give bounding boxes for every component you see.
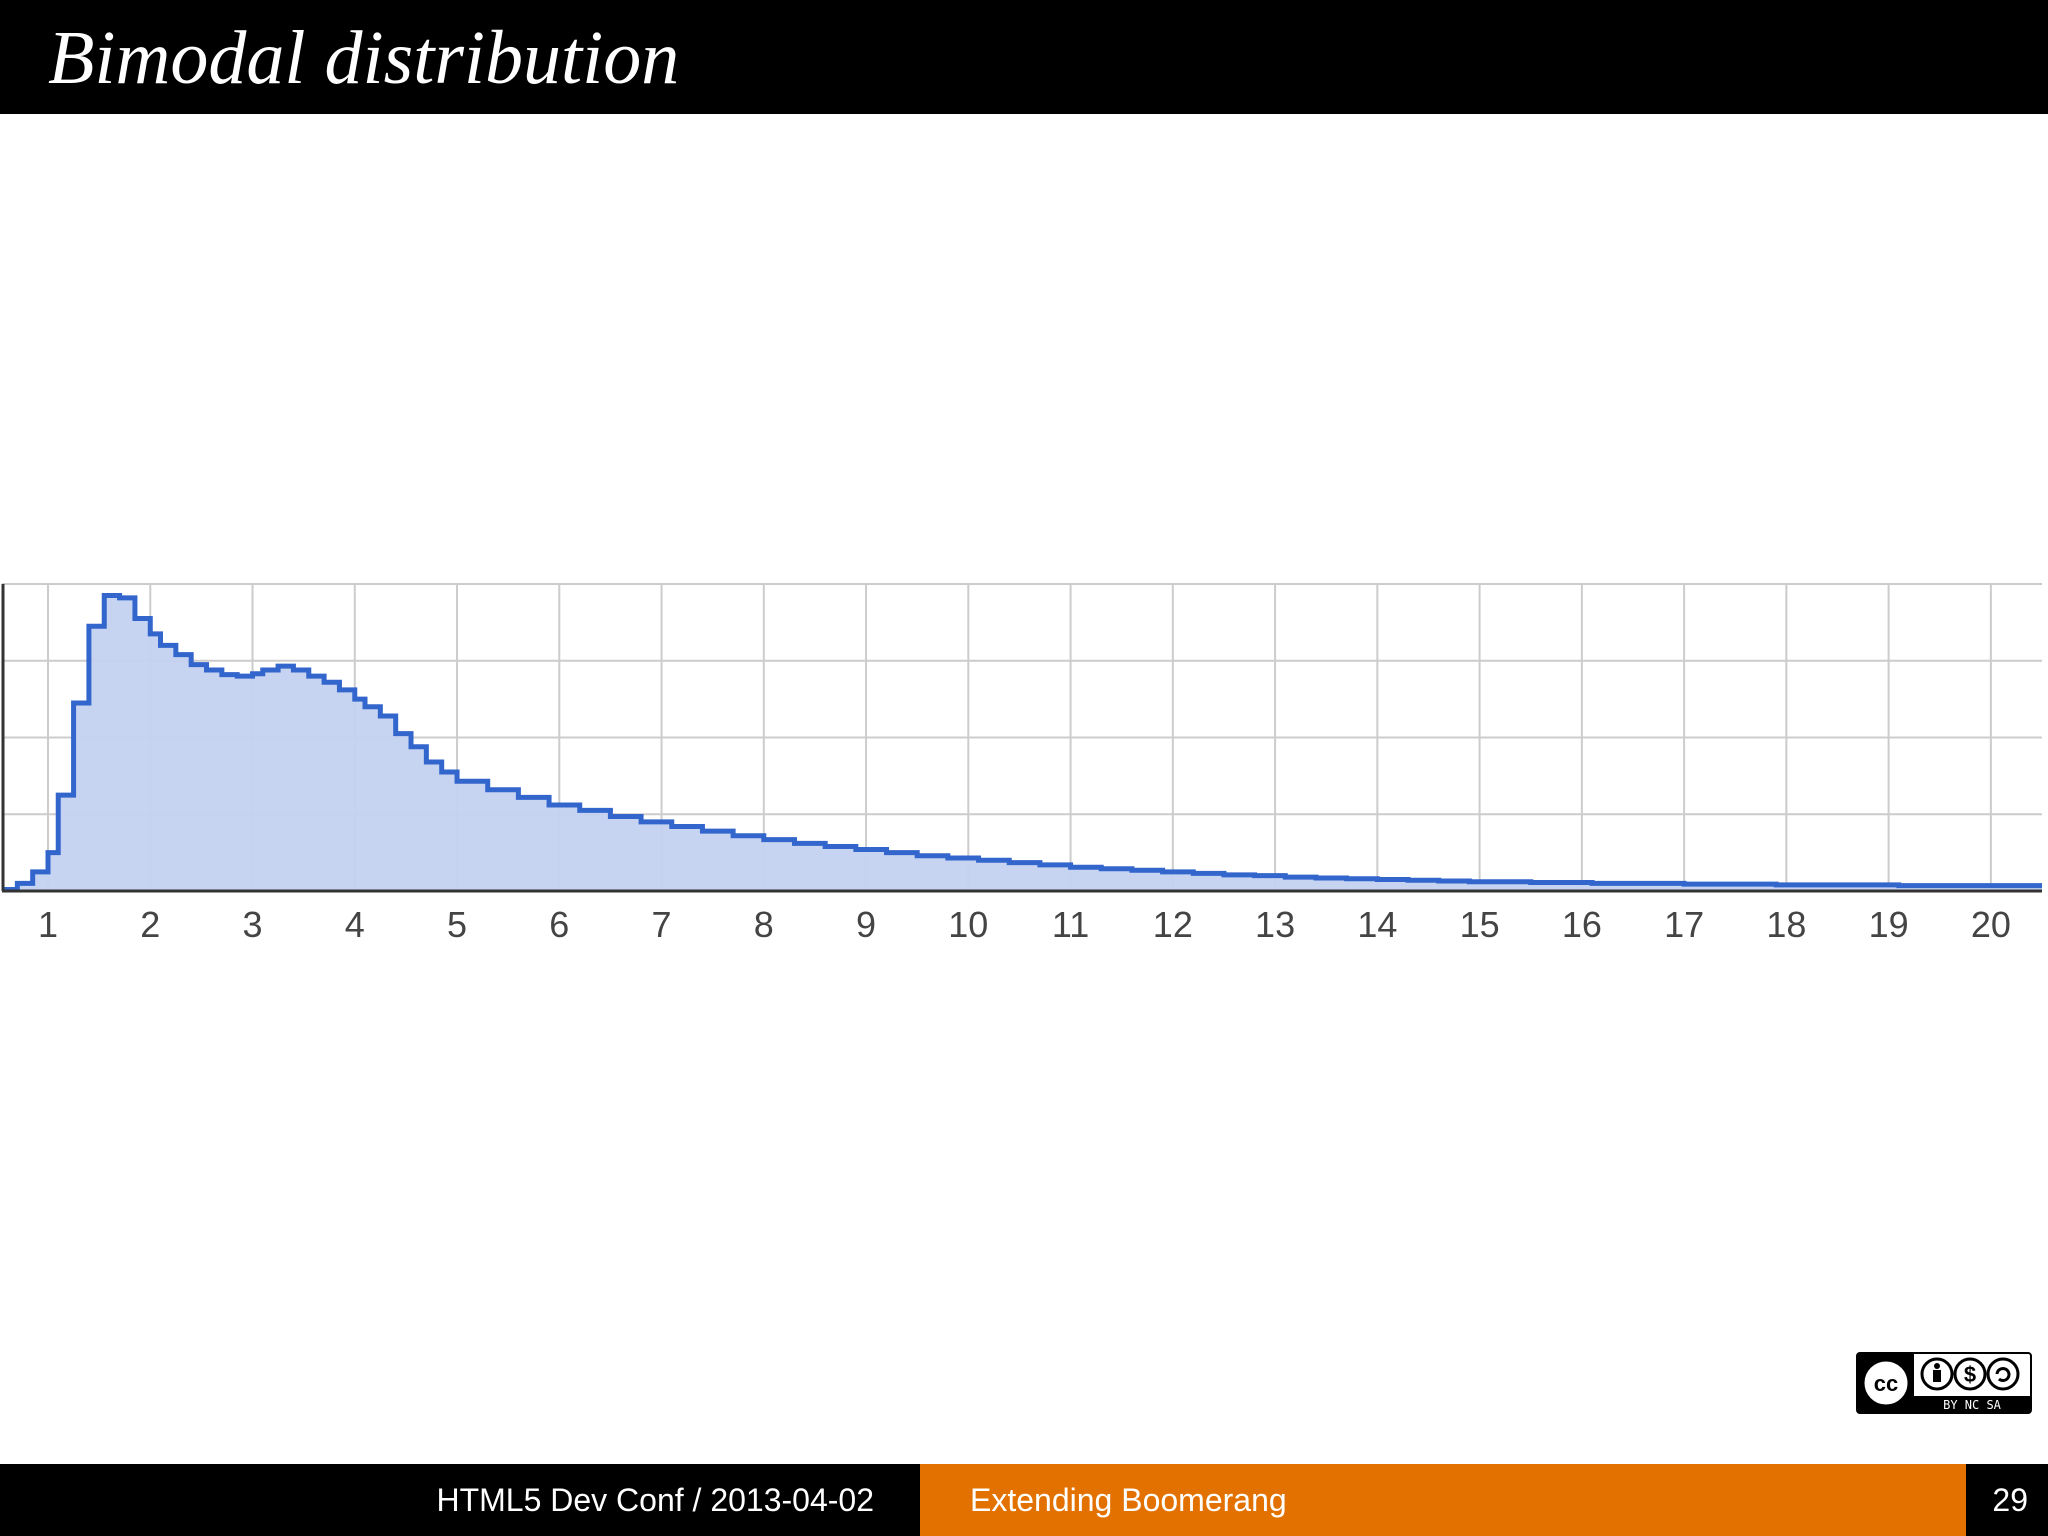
slide-title: Bimodal distribution xyxy=(48,16,680,100)
histogram-chart: 1 2 3 4 5 6 7 8 9 10 11 12 13 14 15 16 17 18 19 20 xyxy=(1,583,2042,945)
license-text: BY NC SA xyxy=(1943,1398,2002,1412)
x-tick-label: 3 xyxy=(243,904,263,945)
footer-left-section: HTML5 Dev Conf / 2013-04-02 xyxy=(0,1464,920,1536)
x-tick-label: 9 xyxy=(856,904,876,945)
x-tick-label: 20 xyxy=(1971,904,2011,945)
series-area xyxy=(2,595,2042,891)
x-tick-label: 5 xyxy=(447,904,467,945)
footer-middle-section: Extending Boomerang xyxy=(920,1464,1966,1536)
svg-text:$: $ xyxy=(1964,1362,1976,1387)
x-tick-label: 7 xyxy=(652,904,672,945)
x-tick-label: 6 xyxy=(549,904,569,945)
footer-right-section: 29 xyxy=(1966,1464,2048,1536)
svg-text:cc: cc xyxy=(1874,1371,1898,1396)
x-tick-label: 19 xyxy=(1869,904,1909,945)
x-tick-label: 12 xyxy=(1153,904,1193,945)
x-tick-label: 8 xyxy=(754,904,774,945)
x-tick-label: 16 xyxy=(1562,904,1602,945)
footer: HTML5 Dev Conf / 2013-04-02 Extending Bo… xyxy=(0,1464,2048,1536)
x-tick-label: 14 xyxy=(1357,904,1397,945)
x-tick-label: 18 xyxy=(1766,904,1806,945)
x-tick-label: 4 xyxy=(345,904,365,945)
x-tick-label: 17 xyxy=(1664,904,1704,945)
x-tick-label: 2 xyxy=(140,904,160,945)
cc-by-nc-sa-icon: cc $ BY NC SA xyxy=(1856,1352,2032,1414)
talk-title: Extending Boomerang xyxy=(970,1482,1287,1518)
x-tick-label: 11 xyxy=(1052,904,1089,945)
x-tick-label: 15 xyxy=(1460,904,1500,945)
title-bar: Bimodal distribution xyxy=(0,0,2048,114)
page-number: 29 xyxy=(1992,1482,2028,1518)
x-tick-label: 1 xyxy=(38,904,58,945)
x-tick-label: 10 xyxy=(948,904,988,945)
conference-label: HTML5 Dev Conf / 2013-04-02 xyxy=(436,1482,874,1518)
series-line xyxy=(2,593,2042,892)
x-tick-label: 13 xyxy=(1255,904,1295,945)
